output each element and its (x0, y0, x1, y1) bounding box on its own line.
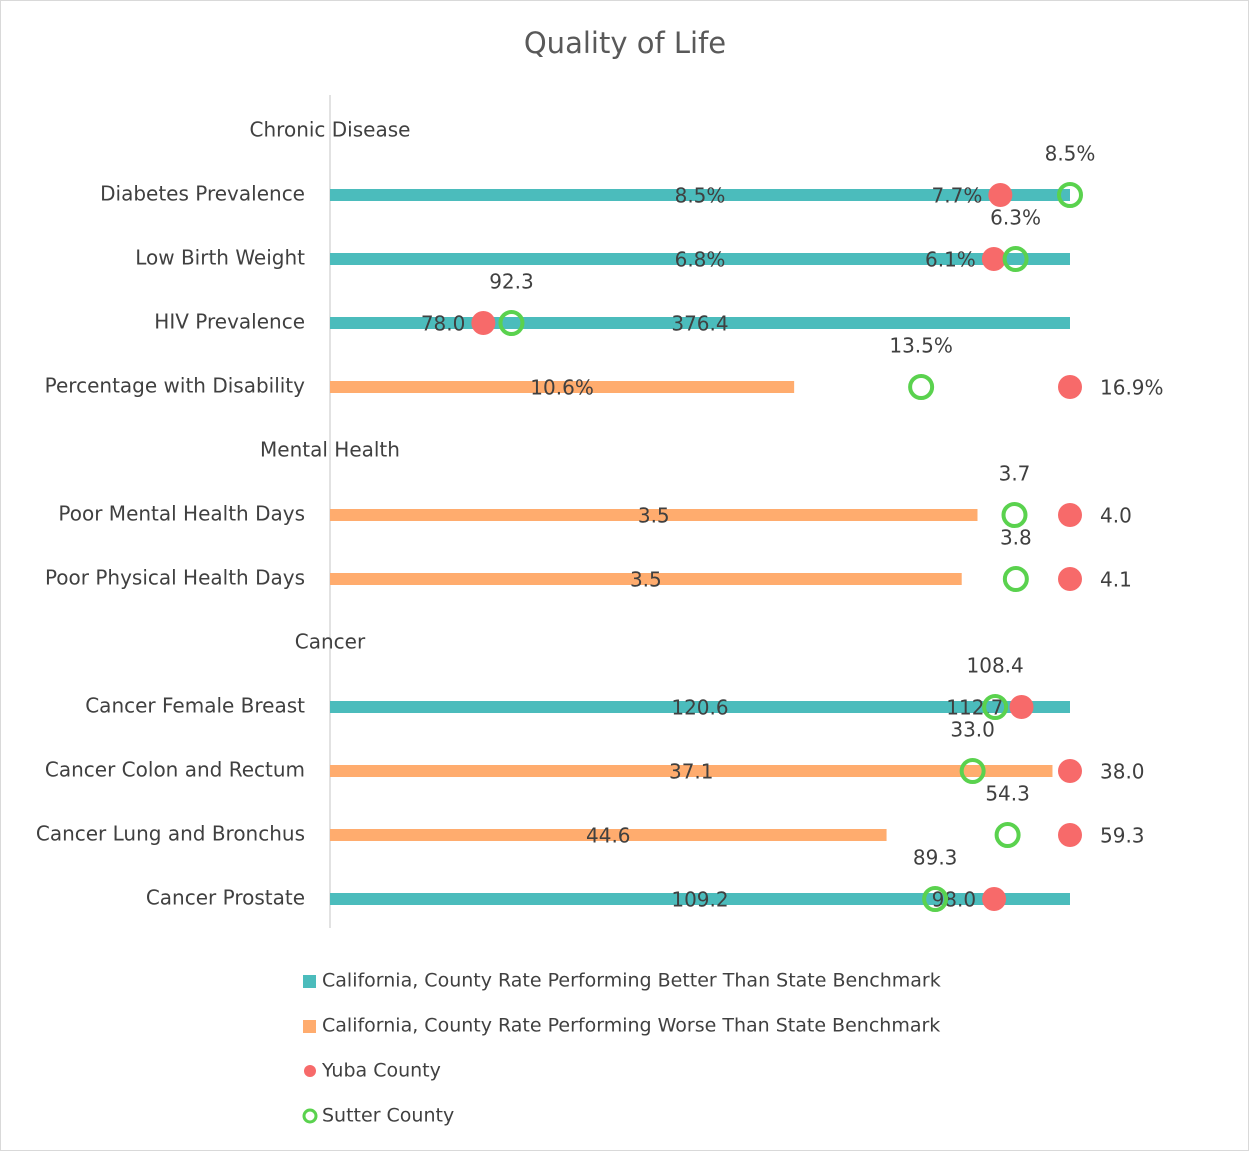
sutter-value-label: 3.7 (999, 462, 1031, 486)
yuba-value-label: 78.0 (421, 312, 466, 336)
group-header: Cancer (295, 630, 366, 654)
sutter-value-label: 54.3 (985, 782, 1030, 806)
yuba-value-label: 4.1 (1100, 568, 1132, 592)
bar (330, 829, 887, 841)
sutter-ring (922, 886, 949, 912)
yuba-dot (981, 247, 1006, 271)
category-label: Poor Physical Health Days (45, 566, 305, 590)
bar (330, 701, 1070, 713)
sutter-ring (1002, 246, 1029, 272)
sutter-value-label: 13.5% (889, 334, 953, 358)
bar (330, 893, 1070, 905)
bar (330, 573, 962, 585)
yuba-value-label: 38.0 (1100, 760, 1145, 784)
yuba-value-label: 4.0 (1100, 504, 1132, 528)
category-label: Cancer Prostate (146, 886, 305, 910)
bar-value-label: 120.6 (671, 696, 728, 720)
category-label: HIV Prevalence (154, 310, 305, 334)
sutter-ring (959, 758, 986, 784)
sutter-ring (908, 374, 935, 400)
category-label: Percentage with Disability (45, 374, 305, 398)
sutter-value-label: 8.5% (1045, 142, 1096, 166)
category-label: Cancer Female Breast (85, 694, 305, 718)
yuba-dot (471, 311, 496, 335)
yuba-value-label: 16.9% (1100, 376, 1164, 400)
yuba-dot (1058, 375, 1082, 399)
sutter-ring (498, 310, 525, 336)
category-label: Poor Mental Health Days (58, 502, 305, 526)
bar-value-label: 10.6% (530, 376, 594, 400)
bar-value-label: 376.4 (671, 312, 728, 336)
sutter-ring (1002, 566, 1029, 592)
yuba-dot (1058, 823, 1082, 847)
bar-value-label: 8.5% (675, 184, 726, 208)
sutter-ring (994, 822, 1021, 848)
bar-value-label: 44.6 (586, 824, 631, 848)
bar-value-label: 3.5 (630, 568, 662, 592)
yuba-value-label: 7.7% (932, 184, 983, 208)
bar (330, 509, 978, 521)
sutter-ring (982, 694, 1009, 720)
yuba-dot (1058, 567, 1082, 591)
bar (330, 253, 1070, 265)
chart-title: Quality of Life (524, 26, 726, 60)
sutter-value-label: 3.8 (1000, 526, 1032, 550)
yuba-dot (988, 183, 1013, 207)
legend-swatch (302, 1108, 318, 1124)
sutter-value-label: 108.4 (967, 654, 1024, 678)
bar-value-label: 3.5 (638, 504, 670, 528)
legend-swatch (304, 1065, 316, 1077)
bar-value-label: 37.1 (669, 760, 714, 784)
category-label: Low Birth Weight (135, 246, 305, 270)
yuba-value-label: 112.7 (946, 696, 1003, 720)
bar-value-label: 109.2 (671, 888, 728, 912)
yuba-dot (982, 887, 1007, 911)
legend-label: Sutter County (322, 1105, 454, 1127)
bar (330, 765, 1053, 777)
legend-label: Yuba County (321, 1060, 441, 1082)
bar (330, 189, 1070, 201)
bar (330, 317, 1070, 329)
legend-label: California, County Rate Performing Bette… (322, 970, 941, 992)
legend-swatch (303, 975, 316, 988)
sutter-ring (1001, 502, 1028, 528)
sutter-ring (1057, 182, 1083, 208)
sutter-value-label: 89.3 (913, 846, 958, 870)
sutter-value-label: 33.0 (950, 718, 995, 742)
category-label: Cancer Lung and Bronchus (36, 822, 305, 846)
yuba-dot (1058, 759, 1082, 783)
bar-value-label: 6.8% (675, 248, 726, 272)
category-label: Diabetes Prevalence (100, 182, 305, 206)
group-header: Mental Health (260, 438, 400, 462)
category-label: Cancer Colon and Rectum (45, 758, 305, 782)
legend-label: California, County Rate Performing Worse… (322, 1015, 940, 1037)
bar (330, 381, 795, 393)
yuba-value-label: 6.1% (925, 248, 976, 272)
group-header: Chronic Disease (250, 118, 411, 142)
yuba-dot (1009, 695, 1034, 719)
sutter-value-label: 6.3% (990, 206, 1041, 230)
yuba-dot (1058, 503, 1082, 527)
sutter-value-label: 92.3 (489, 270, 534, 294)
legend-swatch (303, 1020, 316, 1033)
yuba-value-label: 59.3 (1100, 824, 1145, 848)
